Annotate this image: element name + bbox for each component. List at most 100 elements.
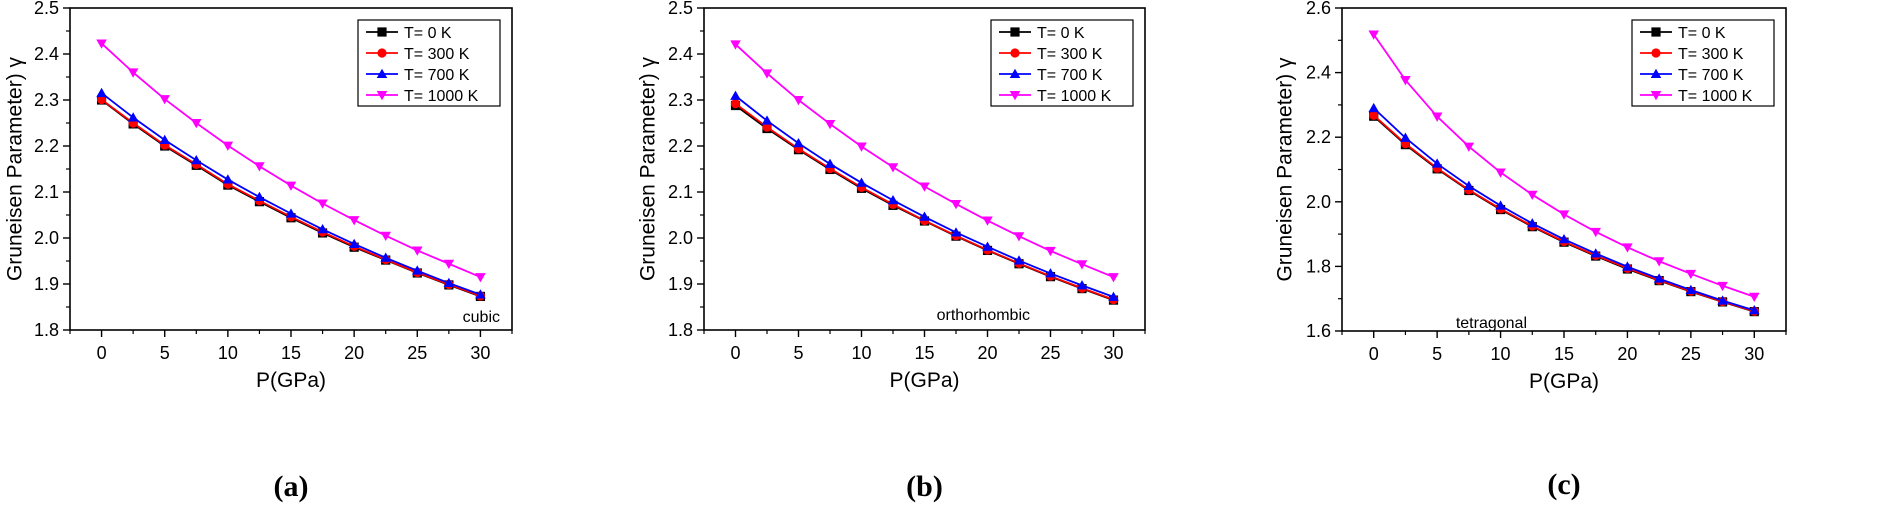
data-point: [1495, 200, 1506, 210]
data-point: [127, 68, 139, 78]
x-tick-label: 0: [730, 343, 740, 363]
series-t-700-k: [1368, 102, 1760, 315]
y-axis-label: Gruneisen Parameter) γ: [4, 56, 27, 281]
data-point: [793, 137, 804, 148]
y-axis-label: Gruneisen Parameter) γ: [637, 56, 660, 281]
data-point: [380, 231, 392, 241]
data-point: [411, 265, 423, 275]
series-t-0-k: [96, 95, 486, 302]
data-point: [380, 252, 392, 262]
data-point: [1400, 76, 1411, 86]
data-point: [1013, 255, 1025, 265]
data-point: [1108, 291, 1119, 301]
data-point: [96, 94, 107, 105]
data-point: [222, 141, 234, 151]
y-tick-label: 1.9: [668, 274, 693, 294]
data-point: [856, 177, 867, 187]
x-tick-label: 5: [793, 343, 803, 363]
data-point: [254, 162, 265, 172]
data-point: [793, 96, 804, 106]
data-point: [887, 194, 899, 205]
legend-label: T= 700 K: [1037, 67, 1103, 84]
series-line: [734, 104, 1114, 301]
y-axis-label: Gruneisen Parameter) γ: [1274, 57, 1297, 282]
data-point: [127, 112, 139, 122]
data-point: [96, 87, 107, 98]
legend-label: T= 1000 K: [1678, 88, 1753, 105]
legend-marker: [1650, 91, 1662, 101]
data-point: [761, 115, 773, 125]
data-point: [1685, 284, 1697, 294]
data-point: [317, 223, 328, 234]
data-point: [730, 99, 741, 109]
x-tick-label: 30: [470, 343, 490, 363]
data-point: [1622, 243, 1633, 253]
x-tick-label: 30: [1103, 343, 1123, 363]
chart-panel-b: 1.8 1.9 2.0 2.1 2.2 2.3 2.4 2.5 0 5 10 15 20 25 30 P(GP…: [633, 0, 1266, 507]
data-point: [1526, 218, 1538, 228]
x-axis-label: P(GPa): [256, 369, 326, 392]
data-point: [475, 289, 486, 299]
data-point: [1495, 168, 1506, 178]
data-point: [1526, 190, 1538, 200]
x-axis-label: P(GPa): [889, 369, 959, 392]
data-point: [1045, 268, 1056, 278]
data-point: [1717, 281, 1728, 292]
x-tick-label: 20: [977, 343, 997, 363]
data-point: [919, 211, 930, 221]
legend-label: T= 0 K: [404, 25, 452, 42]
chart-panel-a: 1.8 1.9 2.0 2.1 2.2 2.3 2.4 2.5 0 5 10 15 20 25 30 P(GP…: [0, 0, 633, 507]
legend: T= 0 K T= 300 K T= 700 K T= 1000 K: [990, 19, 1134, 107]
legend: T= 0 K T= 300 K T= 700 K T= 1000 K: [1631, 19, 1775, 107]
legend-marker: [376, 68, 388, 78]
series-line: [734, 102, 1114, 301]
y-tick-label: 2.2: [34, 136, 59, 156]
y-tick-label: 1.8: [668, 320, 693, 340]
legend: T= 0 K T= 300 K T= 700 K T= 1000 K: [357, 19, 501, 107]
data-point: [317, 199, 328, 209]
x-tick-label: 10: [851, 343, 871, 363]
x-tick-label: 30: [1744, 344, 1764, 364]
data-point: [1653, 257, 1665, 267]
y-tick-label: 2.3: [668, 90, 693, 110]
x-tick-label: 25: [407, 343, 427, 363]
y-tick-label: 2.2: [668, 136, 693, 156]
series-line: [101, 98, 481, 297]
data-point: [348, 216, 360, 226]
y-tick-label: 2.0: [34, 228, 59, 248]
y-tick-label: 2.5: [668, 0, 693, 18]
plot-annotation: orthorhombic: [937, 307, 1030, 324]
plot-annotation: tetragonal: [1456, 315, 1527, 332]
legend-marker: [1651, 48, 1661, 58]
data-point: [285, 208, 297, 218]
data-point: [1748, 292, 1760, 303]
data-point: [1076, 260, 1088, 270]
data-point: [443, 259, 455, 270]
data-point: [1463, 142, 1475, 152]
data-point: [1108, 273, 1119, 283]
legend-marker: [1010, 48, 1020, 58]
data-point: [1622, 261, 1633, 271]
x-tick-label: 0: [97, 343, 107, 363]
data-point: [190, 119, 202, 129]
data-point: [982, 216, 993, 226]
data-point: [1045, 246, 1056, 257]
legend-label: T= 1000 K: [1037, 88, 1112, 105]
chart-b: 1.8 1.9 2.0 2.1 2.2 2.3 2.4 2.5 0 5 10 15 20 25 30 P(GP…: [637, 0, 1146, 503]
panel-caption: (c): [1547, 468, 1580, 501]
x-tick-label: 25: [1681, 344, 1701, 364]
series-t-1000-k: [1368, 30, 1760, 303]
x-tick-label: 5: [160, 343, 170, 363]
data-point: [824, 158, 836, 168]
y-tick-label: 2.0: [1306, 192, 1331, 212]
legend-marker: [1009, 91, 1021, 101]
x-axis-label: P(GPa): [1529, 370, 1599, 393]
data-point: [1463, 180, 1475, 190]
series-line: [101, 92, 481, 296]
legend-marker: [1650, 68, 1662, 78]
data-point: [730, 90, 741, 100]
series-t-1000-k: [730, 40, 1119, 283]
panel-caption: (b): [906, 470, 943, 503]
legend-label: T= 300 K: [404, 46, 470, 63]
data-point: [1431, 158, 1443, 168]
